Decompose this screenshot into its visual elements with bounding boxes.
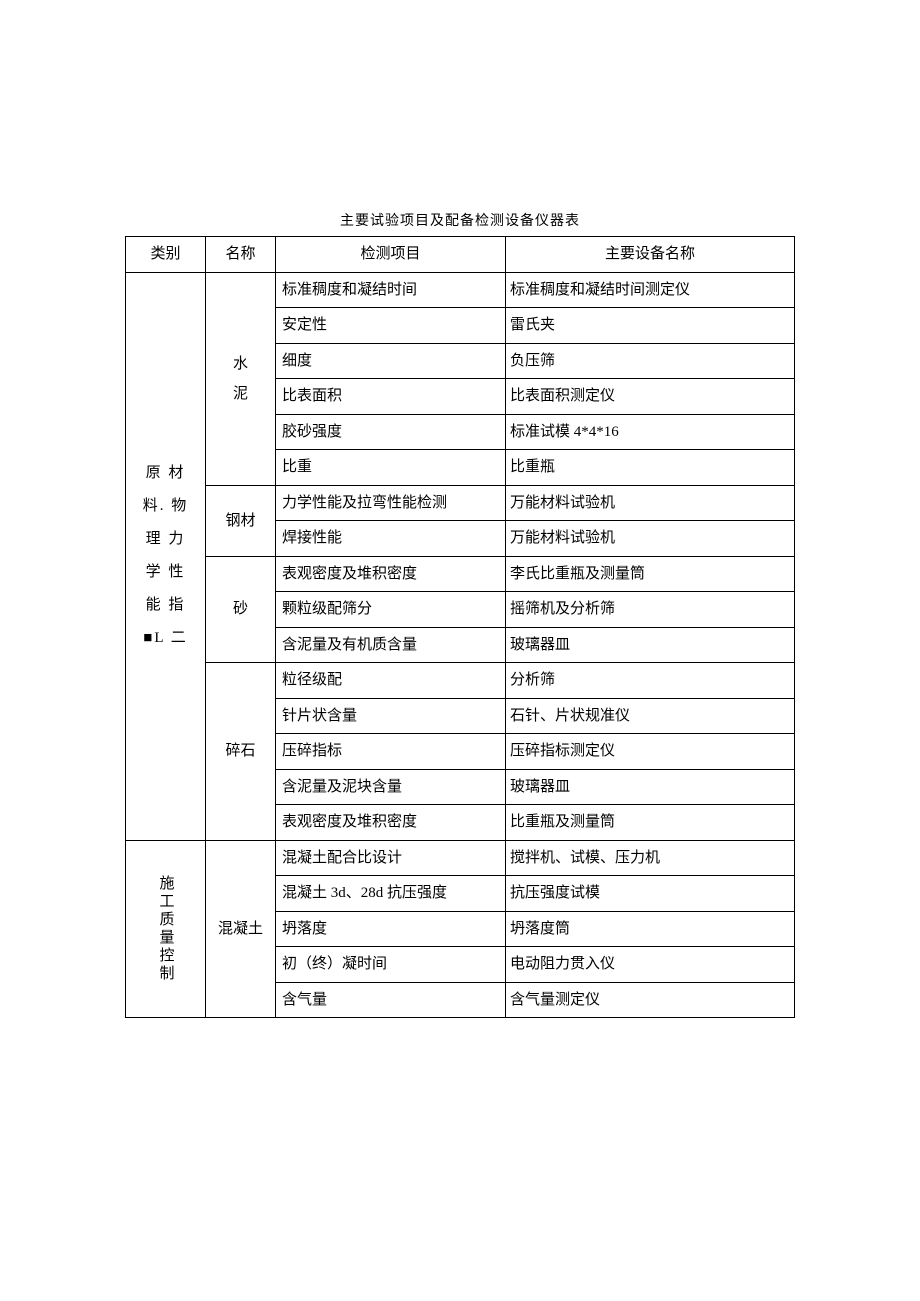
table-header-row: 类别 名称 检测项目 主要设备名称 (126, 237, 795, 273)
equip-cell: 万能材料试验机 (506, 521, 795, 557)
equip-cell: 李氏比重瓶及测量筒 (506, 556, 795, 592)
item-cell: 比重 (276, 450, 506, 486)
equip-cell: 玻璃器皿 (506, 627, 795, 663)
equip-cell: 压碎指标测定仪 (506, 734, 795, 770)
item-cell: 力学性能及拉弯性能检测 (276, 485, 506, 521)
equip-cell: 坍落度筒 (506, 911, 795, 947)
item-cell: 颗粒级配筛分 (276, 592, 506, 628)
equipment-table: 类别 名称 检测项目 主要设备名称 原 材 料. 物 理 力 学 性 能 指 ■… (125, 236, 795, 1018)
equip-cell: 比重瓶 (506, 450, 795, 486)
equip-cell: 分析筛 (506, 663, 795, 699)
item-cell: 初（终）凝时间 (276, 947, 506, 983)
header-category: 类别 (126, 237, 206, 273)
category-cell: 施工质量控制 (126, 840, 206, 1018)
item-cell: 焊接性能 (276, 521, 506, 557)
item-cell: 标准稠度和凝结时间 (276, 272, 506, 308)
name-cell: 碎石 (206, 663, 276, 841)
item-cell: 含泥量及有机质含量 (276, 627, 506, 663)
header-equipment: 主要设备名称 (506, 237, 795, 273)
item-cell: 表观密度及堆积密度 (276, 556, 506, 592)
equip-cell: 负压筛 (506, 343, 795, 379)
item-cell: 含泥量及泥块含量 (276, 769, 506, 805)
equip-cell: 电动阻力贯入仪 (506, 947, 795, 983)
item-cell: 混凝土 3d、28d 抗压强度 (276, 876, 506, 912)
name-cell: 砂 (206, 556, 276, 663)
equip-cell: 抗压强度试模 (506, 876, 795, 912)
equip-cell: 标准稠度和凝结时间测定仪 (506, 272, 795, 308)
header-name: 名称 (206, 237, 276, 273)
table-row: 砂 表观密度及堆积密度 李氏比重瓶及测量筒 (126, 556, 795, 592)
table-title: 主要试验项目及配备检测设备仪器表 (125, 210, 795, 230)
table-row: 钢材 力学性能及拉弯性能检测 万能材料试验机 (126, 485, 795, 521)
item-cell: 混凝土配合比设计 (276, 840, 506, 876)
item-cell: 坍落度 (276, 911, 506, 947)
item-cell: 针片状含量 (276, 698, 506, 734)
equip-cell: 雷氏夹 (506, 308, 795, 344)
item-cell: 含气量 (276, 982, 506, 1018)
item-cell: 粒径级配 (276, 663, 506, 699)
item-cell: 表观密度及堆积密度 (276, 805, 506, 841)
equip-cell: 标准试模 4*4*16 (506, 414, 795, 450)
item-cell: 压碎指标 (276, 734, 506, 770)
table-row: 碎石 粒径级配 分析筛 (126, 663, 795, 699)
equip-cell: 含气量测定仪 (506, 982, 795, 1018)
equip-cell: 搅拌机、试模、压力机 (506, 840, 795, 876)
name-cell: 混凝土 (206, 840, 276, 1018)
equip-cell: 万能材料试验机 (506, 485, 795, 521)
equip-cell: 摇筛机及分析筛 (506, 592, 795, 628)
name-cell: 钢材 (206, 485, 276, 556)
item-cell: 胶砂强度 (276, 414, 506, 450)
name-cell: 水 泥 (206, 272, 276, 485)
table-row: 原 材 料. 物 理 力 学 性 能 指 ■L 二 水 泥 标准稠度和凝结时间 … (126, 272, 795, 308)
equip-cell: 比重瓶及测量筒 (506, 805, 795, 841)
equip-cell: 石针、片状规准仪 (506, 698, 795, 734)
equip-cell: 比表面积测定仪 (506, 379, 795, 415)
category-cell: 原 材 料. 物 理 力 学 性 能 指 ■L 二 (126, 272, 206, 840)
header-test-item: 检测项目 (276, 237, 506, 273)
item-cell: 细度 (276, 343, 506, 379)
item-cell: 安定性 (276, 308, 506, 344)
item-cell: 比表面积 (276, 379, 506, 415)
equip-cell: 玻璃器皿 (506, 769, 795, 805)
table-row: 施工质量控制 混凝土 混凝土配合比设计 搅拌机、试模、压力机 (126, 840, 795, 876)
